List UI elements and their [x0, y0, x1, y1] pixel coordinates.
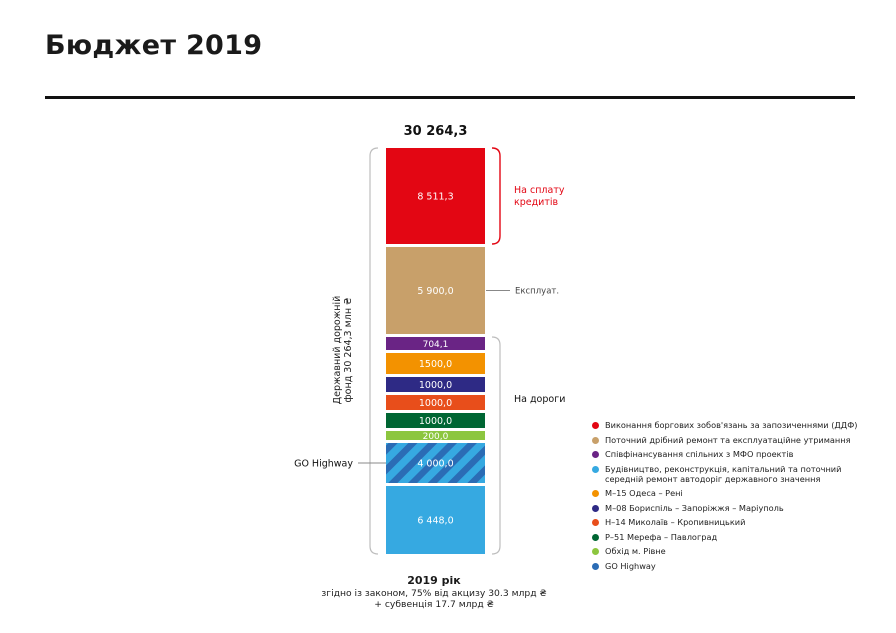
roads-label: На дороги	[514, 394, 565, 405]
bar-segment-label-3: 1500,0	[419, 359, 452, 370]
legend-dot-icon	[592, 519, 599, 526]
caption-line-2: + субвенція 17.7 млрд ₴	[374, 599, 494, 610]
total-label: 30 264,3	[404, 124, 468, 139]
loans-label: На сплату кредитів	[514, 185, 565, 208]
bar-segment-1	[386, 247, 485, 334]
roads-bracket	[491, 336, 501, 555]
bar-segment-label-8: 4 000,0	[417, 459, 453, 470]
bar-segment-label-1: 5 900,0	[417, 286, 453, 297]
bar-segment-7	[386, 431, 485, 440]
y-axis-label: Державний дорожнійфонд 30 264,3 млн ₴	[332, 296, 354, 405]
caption-line-1: згідно із законом, 75% від акцизу 30.3 м…	[321, 588, 547, 599]
bar-segment-6	[386, 413, 485, 428]
bar-segment-label-2: 704,1	[423, 340, 449, 350]
legend-label: GO Highway	[605, 560, 656, 571]
bar-segment-3	[386, 353, 485, 374]
bar-segment-label-9: 6 448,0	[417, 516, 453, 527]
loans-bracket	[491, 147, 501, 245]
legend-dot-icon	[592, 465, 599, 473]
legend-dot-icon	[592, 451, 599, 458]
legend-label: Обхід м. Рівне	[605, 546, 666, 556]
bar-segment-2	[386, 337, 485, 350]
bar-segment-label-6: 1000,0	[419, 416, 452, 427]
bar-segment-5	[386, 395, 485, 410]
y-axis-label-line-1: фонд 30 264,3 млн ₴	[343, 298, 354, 403]
legend-item: М–08 Бориспіль – Запоріжжя – Маріуполь	[592, 503, 862, 513]
legend-item: М–15 Одеса – Рені	[592, 488, 862, 498]
bar-segment-8	[386, 443, 485, 483]
legend-label: М–08 Бориспіль – Запоріжжя – Маріуполь	[605, 502, 784, 513]
legend-item: Будівництво, реконструкція, капітальний …	[592, 464, 862, 484]
chart-caption: 2019 рік згідно із законом, 75% від акци…	[300, 574, 568, 610]
bar-segment-label-5: 1000,0	[419, 398, 452, 409]
maintenance-label: Експлуат.	[515, 287, 559, 297]
bar-segment-0	[386, 148, 485, 244]
bar-segment-label-7: 200,0	[423, 432, 449, 442]
annotation-group: 30 264,3 Державний дорожнійфонд 30 264,3 …	[294, 124, 565, 555]
legend-dot-icon	[592, 533, 599, 541]
legend-label: Поточний дрібний ремонт та експлуатаційн…	[605, 434, 851, 445]
legend-label: Будівництво, реконструкція, капітальний …	[605, 463, 842, 484]
legend-item: Поточний дрібний ремонт та експлуатаційн…	[592, 435, 862, 445]
legend-label: Виконання боргових зобов'язань за запози…	[605, 420, 858, 430]
legend-dot-icon	[592, 504, 599, 512]
bar-group: 8 511,3 5 900,0 704,1 1500,0 1000,0 1000,0 100…	[386, 148, 485, 554]
go-highway-label: GO Highway	[294, 459, 353, 470]
legend-label: М–15 Одеса – Рені	[605, 488, 683, 498]
legend-dot-icon	[592, 548, 599, 555]
loans-label-line-1: кредитів	[514, 197, 559, 208]
legend-label: Н–14 Миколаїв – Кропивницький	[605, 517, 746, 527]
page-title: Бюджет 2019	[45, 30, 263, 61]
legend-dot-icon	[592, 436, 599, 444]
legend-dot-icon	[592, 422, 599, 429]
bar-segment-4	[386, 377, 485, 392]
caption-title: 2019 рік	[407, 574, 461, 587]
legend-item: Виконання боргових зобов'язань за запози…	[592, 420, 862, 430]
left-bracket	[369, 147, 379, 555]
legend-item: Співфінансування спільних з МФО проектів	[592, 449, 862, 459]
loans-label-line-0: На сплату	[514, 185, 565, 196]
bar-segment-label-4: 1000,0	[419, 380, 452, 391]
legend-item: GO Highway	[592, 561, 862, 571]
legend-label: Р–51 Мерефа – Павлоград	[605, 531, 718, 542]
legend-item: Н–14 Миколаїв – Кропивницький	[592, 517, 862, 527]
legend-item: Обхід м. Рівне	[592, 546, 862, 556]
legend-dot-icon	[592, 562, 599, 570]
legend-item: Р–51 Мерефа – Павлоград	[592, 532, 862, 542]
y-axis-label-line-0: Державний дорожній	[332, 296, 343, 405]
title-divider	[45, 96, 855, 99]
bar-segment-9	[386, 486, 485, 554]
legend-dot-icon	[592, 490, 599, 497]
bar-segment-label-0: 8 511,3	[417, 192, 453, 203]
legend: Виконання боргових зобов'язань за запози…	[592, 420, 862, 575]
legend-label: Співфінансування спільних з МФО проектів	[605, 449, 794, 459]
